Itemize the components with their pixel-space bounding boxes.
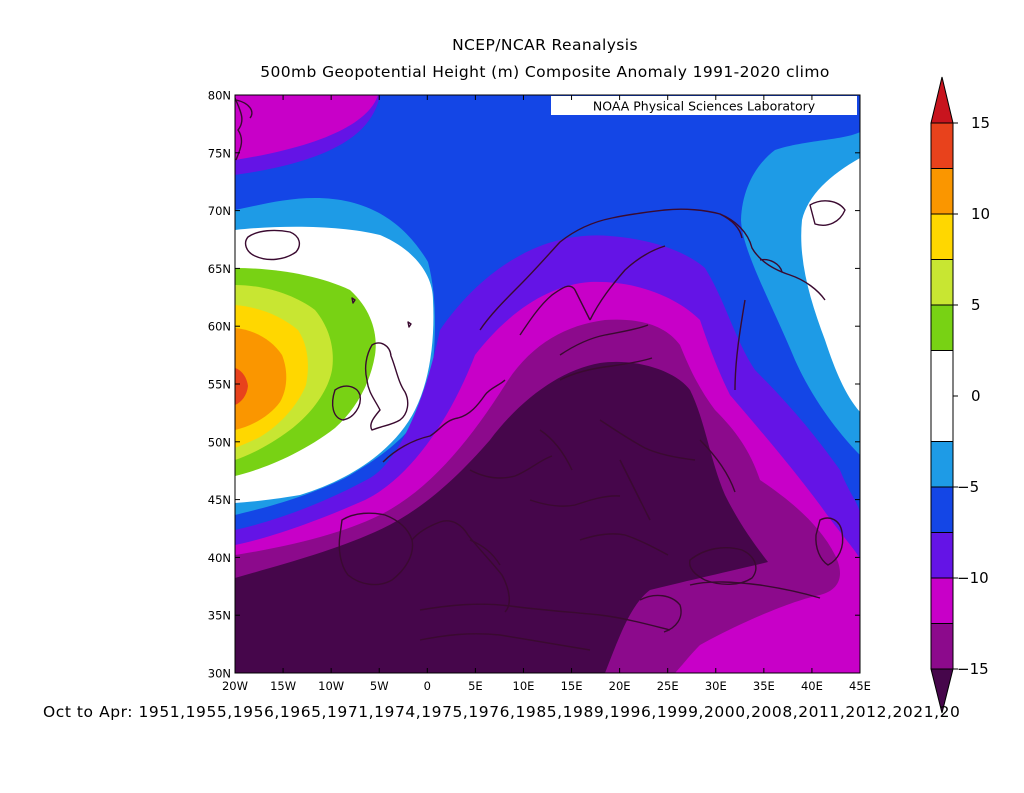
lon-tick-label: 40E	[801, 679, 823, 693]
colorbar-tick-label: 0	[971, 387, 981, 405]
lon-tick-label: 10E	[513, 679, 535, 693]
lat-tick-label: 75N	[208, 146, 231, 160]
chart-subtitle: 500mb Geopotential Height (m) Composite …	[260, 63, 830, 81]
lon-tick-label: 35E	[753, 679, 775, 693]
colorbar-tick-label: 5	[971, 296, 981, 314]
lat-tick-label: 65N	[208, 262, 231, 276]
lon-tick-label: 25E	[657, 679, 679, 693]
colorbar-bin	[930, 213, 954, 260]
lon-tick-label: 10W	[318, 679, 344, 693]
colorbar-tick-label: 10	[971, 205, 990, 223]
lon-tick-label: 20W	[222, 679, 248, 693]
contour-band-white-east	[801, 158, 860, 412]
lon-tick-label: 15W	[270, 679, 296, 693]
lat-tick-label: 60N	[208, 320, 231, 334]
lon-tick-label: 5W	[370, 679, 389, 693]
colorbar-bin	[930, 122, 954, 169]
colorbar-bin	[930, 532, 954, 579]
colorbar-tick-label: 15	[971, 114, 990, 132]
lon-tick-label: 15E	[561, 679, 583, 693]
lat-tick-label: 70N	[208, 204, 231, 218]
lat-tick-label: 50N	[208, 435, 231, 449]
colorbar-bin	[930, 350, 954, 442]
lon-tick-label: 5E	[468, 679, 483, 693]
coastlines	[235, 97, 846, 651]
lon-tick-label: 20E	[609, 679, 631, 693]
lon-tick-label: 30E	[705, 679, 727, 693]
latitude-axis: 80N 75N 70N 65N 60N 55N 50N 45N 40N 35N 30N	[208, 89, 860, 681]
chart-title: NCEP/NCAR Reanalysis	[452, 36, 638, 54]
credit-box	[551, 96, 857, 115]
lat-tick-label: 40N	[208, 551, 231, 565]
colorbar-top-arrow	[930, 76, 954, 124]
colorbar-tick-label: −15	[957, 660, 989, 678]
colorbar: 15 10 5 0 −5 −10 −15	[930, 76, 990, 714]
colorbar-bin	[930, 259, 954, 306]
colorbar-bin	[930, 304, 954, 351]
longitude-axis: 20W 15W 10W 5W 0 5E 10E 15E 20E 25E 30E 35E 40E 45E	[222, 95, 871, 693]
map-fill	[235, 95, 860, 673]
colorbar-bin	[930, 441, 954, 488]
colorbar-tick-label: −10	[957, 569, 989, 587]
lat-tick-label: 55N	[208, 378, 231, 392]
lon-tick-label: 45E	[849, 679, 871, 693]
colorbar-bin	[930, 168, 954, 215]
lon-tick-label: 0	[424, 679, 431, 693]
contour-band-dark	[235, 361, 768, 673]
credit-text: NOAA Physical Sciences Laboratory	[593, 99, 816, 114]
lat-tick-label: 35N	[208, 609, 231, 623]
colorbar-bottom-arrow	[930, 668, 954, 714]
composite-years: Oct to Apr: 1951,1955,1956,1965,1971,197…	[43, 703, 961, 721]
colorbar-tick-label: −5	[957, 478, 979, 496]
lat-tick-label: 80N	[208, 89, 231, 103]
colorbar-bin	[930, 577, 954, 624]
lat-tick-label: 30N	[208, 667, 231, 681]
lat-tick-label: 45N	[208, 493, 231, 507]
contour-band-red-orange	[235, 368, 248, 405]
colorbar-bin	[930, 486, 954, 533]
contour-band-orange	[235, 328, 287, 430]
contour-band-magenta-nw	[235, 95, 378, 160]
colorbar-bin	[930, 623, 954, 670]
